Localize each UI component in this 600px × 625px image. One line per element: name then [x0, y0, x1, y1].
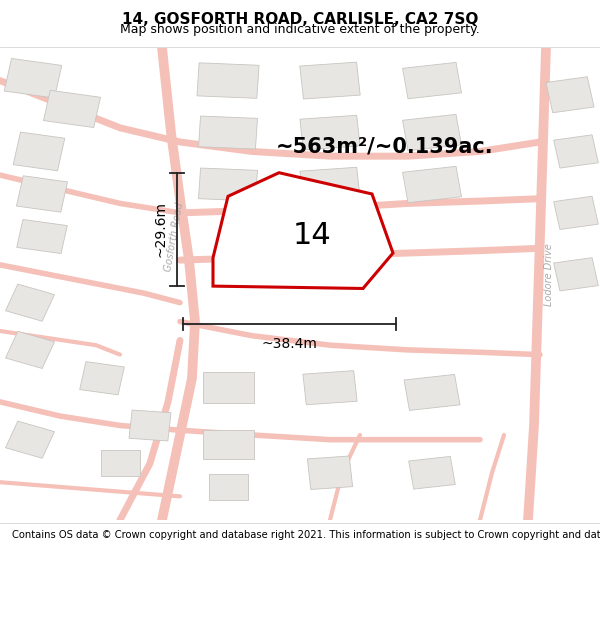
Bar	[546, 77, 594, 112]
Bar	[554, 135, 598, 168]
Bar	[300, 62, 360, 99]
Bar	[203, 430, 254, 459]
Bar	[403, 114, 461, 151]
Bar	[203, 372, 254, 403]
Bar	[307, 456, 353, 489]
Text: Map shows position and indicative extent of the property.: Map shows position and indicative extent…	[120, 22, 480, 36]
Bar	[300, 115, 360, 150]
Text: Lodore Drive: Lodore Drive	[544, 243, 554, 306]
Bar	[404, 374, 460, 411]
Bar	[101, 450, 139, 476]
Bar	[17, 219, 67, 254]
Bar	[4, 59, 62, 98]
Text: 14, GOSFORTH ROAD, CARLISLE, CA2 7SQ: 14, GOSFORTH ROAD, CARLISLE, CA2 7SQ	[122, 12, 478, 27]
Bar	[199, 168, 257, 201]
Bar	[5, 284, 55, 321]
Text: ~38.4m: ~38.4m	[262, 337, 317, 351]
Bar	[13, 132, 65, 171]
Bar	[44, 91, 100, 128]
Bar	[80, 362, 124, 395]
Text: ~563m²/~0.139ac.: ~563m²/~0.139ac.	[276, 137, 494, 157]
Bar	[16, 176, 68, 212]
Bar	[554, 196, 598, 229]
Polygon shape	[213, 173, 393, 289]
Text: ~29.6m: ~29.6m	[154, 201, 168, 258]
Bar	[403, 166, 461, 202]
Bar	[199, 116, 257, 149]
Text: Contains OS data © Crown copyright and database right 2021. This information is : Contains OS data © Crown copyright and d…	[12, 531, 600, 541]
Bar	[300, 168, 360, 202]
Bar	[129, 410, 171, 441]
Bar	[409, 456, 455, 489]
Bar	[209, 474, 248, 500]
Bar	[303, 371, 357, 405]
Text: 14: 14	[293, 221, 332, 250]
Bar	[5, 331, 55, 369]
Bar	[197, 63, 259, 98]
Bar	[403, 62, 461, 99]
Bar	[554, 258, 598, 291]
Bar	[5, 421, 55, 458]
Text: Gosforth Road: Gosforth Road	[163, 201, 185, 272]
